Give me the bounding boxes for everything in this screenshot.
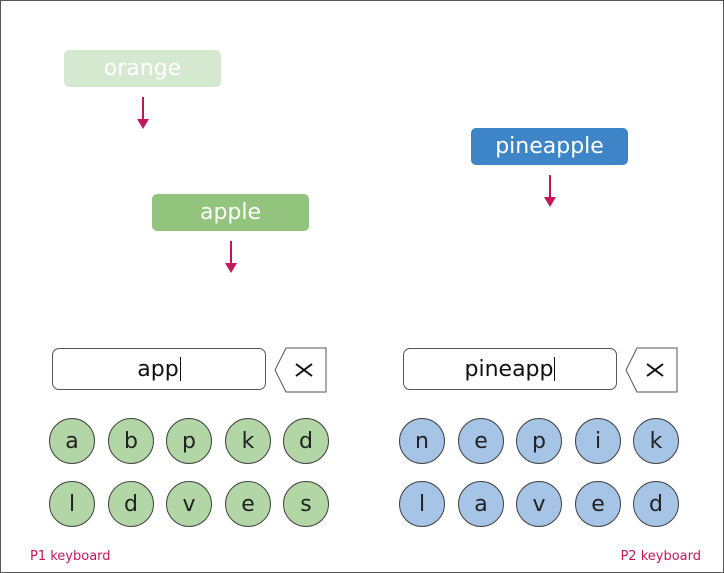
p2-key[interactable]: l [399, 481, 445, 527]
p1-key[interactable]: d [108, 481, 154, 527]
backspace-icon [274, 347, 327, 393]
p1-key[interactable]: a [49, 418, 95, 464]
text-caret [554, 357, 556, 381]
p2-key[interactable]: k [633, 418, 679, 464]
p2-keyboard-label: P2 keyboard [620, 549, 701, 564]
p1-key[interactable]: e [225, 481, 271, 527]
falling-arrow [225, 241, 237, 273]
p1-keyboard-label: P1 keyboard [30, 549, 111, 564]
p2-input-text: pineapp [464, 356, 554, 382]
falling-arrow [544, 175, 556, 207]
p2-key[interactable]: p [516, 418, 562, 464]
p1-key[interactable]: b [108, 418, 154, 464]
p2-backspace-button[interactable] [625, 347, 679, 393]
falling-arrow [137, 97, 149, 129]
p1-key[interactable]: d [283, 418, 329, 464]
p2-key[interactable]: i [575, 418, 621, 464]
p2-key[interactable]: e [575, 481, 621, 527]
p1-key[interactable]: k [225, 418, 271, 464]
p2-key[interactable]: a [458, 481, 504, 527]
p2-key[interactable]: n [399, 418, 445, 464]
p2-key[interactable]: d [633, 481, 679, 527]
p2-input-field[interactable]: pineapp [403, 348, 617, 390]
p1-backspace-button[interactable] [274, 347, 328, 393]
falling-word-faded: orange [64, 50, 221, 87]
p1-key[interactable]: v [166, 481, 212, 527]
text-caret [179, 357, 181, 381]
backspace-icon [625, 347, 678, 393]
p2-key[interactable]: v [516, 481, 562, 527]
p1-key[interactable]: p [166, 418, 212, 464]
p1-input-field[interactable]: app [52, 348, 266, 390]
falling-word-p2: pineapple [471, 128, 628, 165]
p1-key[interactable]: s [283, 481, 329, 527]
falling-word-p1: apple [152, 194, 309, 231]
p1-key[interactable]: l [49, 481, 95, 527]
p1-input-text: app [137, 356, 179, 382]
p2-key[interactable]: e [458, 418, 504, 464]
